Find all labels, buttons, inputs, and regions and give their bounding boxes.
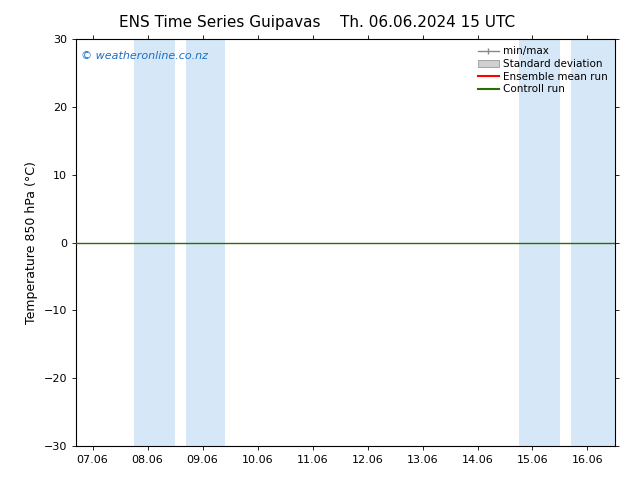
Legend: min/max, Standard deviation, Ensemble mean run, Controll run: min/max, Standard deviation, Ensemble me… — [474, 42, 612, 98]
Text: © weatheronline.co.nz: © weatheronline.co.nz — [81, 51, 209, 61]
Bar — [571, 39, 615, 446]
Bar — [134, 39, 175, 446]
Bar — [186, 39, 224, 446]
Y-axis label: Temperature 850 hPa (°C): Temperature 850 hPa (°C) — [25, 161, 38, 324]
Text: ENS Time Series Guipavas    Th. 06.06.2024 15 UTC: ENS Time Series Guipavas Th. 06.06.2024 … — [119, 15, 515, 30]
Bar — [519, 39, 560, 446]
